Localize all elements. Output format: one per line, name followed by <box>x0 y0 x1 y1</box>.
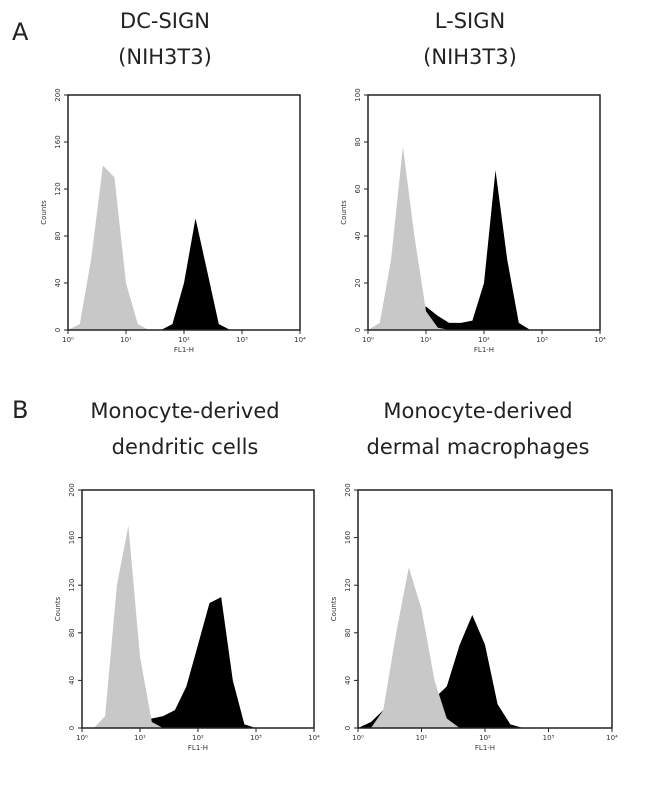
x-tick-label: 10⁰ <box>352 734 364 742</box>
panel-label: A <box>12 18 29 46</box>
x-tick-label: 10⁴ <box>594 336 606 344</box>
y-tick-label: 120 <box>344 579 352 592</box>
x-tick-label: 10¹ <box>420 336 432 344</box>
y-axis-label: Counts <box>40 200 48 225</box>
y-tick-label: 0 <box>354 328 362 332</box>
y-tick-label: 40 <box>54 279 62 288</box>
histogram-area <box>368 146 600 330</box>
y-tick-label: 0 <box>54 328 62 332</box>
histogram-area <box>68 165 300 330</box>
y-tick-label: 80 <box>68 628 76 637</box>
x-axis-label: FL1-H <box>475 744 495 752</box>
y-tick-label: 100 <box>354 88 362 101</box>
y-tick-label: 0 <box>344 726 352 730</box>
x-tick-label: 10⁴ <box>308 734 320 742</box>
x-axis-label: FL1-H <box>174 346 194 354</box>
x-tick-label: 10¹ <box>416 734 428 742</box>
x-tick-label: 10⁰ <box>62 336 74 344</box>
histogram-area <box>68 218 300 330</box>
x-tick-label: 10² <box>178 336 190 344</box>
chart-title: L-SIGN <box>435 9 505 33</box>
y-axis-label: Counts <box>340 200 348 225</box>
histogram-area <box>368 170 600 330</box>
x-axis-label: FL1-H <box>474 346 494 354</box>
x-tick-label: 10⁰ <box>362 336 374 344</box>
chart-subtitle: (NIH3T3) <box>118 45 212 69</box>
chart-title: DC-SIGN <box>120 9 210 33</box>
y-tick-label: 120 <box>68 579 76 592</box>
y-tick-label: 160 <box>68 531 76 544</box>
y-tick-label: 200 <box>68 483 76 496</box>
y-tick-label: 60 <box>354 185 362 194</box>
y-tick-label: 20 <box>354 279 362 288</box>
x-tick-label: 10⁴ <box>606 734 618 742</box>
x-tick-label: 10³ <box>536 336 548 344</box>
y-tick-label: 80 <box>344 628 352 637</box>
y-tick-label: 40 <box>344 676 352 685</box>
x-tick-label: 10³ <box>236 336 248 344</box>
y-tick-label: 200 <box>344 483 352 496</box>
x-tick-label: 10⁰ <box>76 734 88 742</box>
x-tick-label: 10² <box>479 734 491 742</box>
y-tick-label: 0 <box>68 726 76 730</box>
y-tick-label: 80 <box>54 232 62 241</box>
chart-subtitle: dermal macrophages <box>367 435 590 459</box>
y-tick-label: 40 <box>68 676 76 685</box>
panel-label: B <box>12 396 28 424</box>
histogram-area <box>358 567 612 728</box>
chart-title: Monocyte-derived <box>383 399 572 423</box>
histogram-area <box>82 597 314 728</box>
y-axis-label: Counts <box>330 596 338 621</box>
x-tick-label: 10¹ <box>120 336 132 344</box>
x-tick-label: 10² <box>478 336 490 344</box>
y-tick-label: 40 <box>354 232 362 241</box>
y-tick-label: 160 <box>344 531 352 544</box>
y-axis-label: Counts <box>54 596 62 621</box>
y-tick-label: 80 <box>354 138 362 147</box>
y-tick-label: 160 <box>54 135 62 148</box>
chart-subtitle: (NIH3T3) <box>423 45 517 69</box>
x-tick-label: 10³ <box>543 734 555 742</box>
y-tick-label: 200 <box>54 88 62 101</box>
x-tick-label: 10¹ <box>134 734 146 742</box>
y-tick-label: 120 <box>54 182 62 195</box>
chart-subtitle: dendritic cells <box>112 435 259 459</box>
x-tick-label: 10³ <box>250 734 262 742</box>
x-tick-label: 10² <box>192 734 204 742</box>
x-tick-label: 10⁴ <box>294 336 306 344</box>
chart-title: Monocyte-derived <box>90 399 279 423</box>
x-axis-label: FL1-H <box>188 744 208 752</box>
histogram-area <box>82 525 314 728</box>
